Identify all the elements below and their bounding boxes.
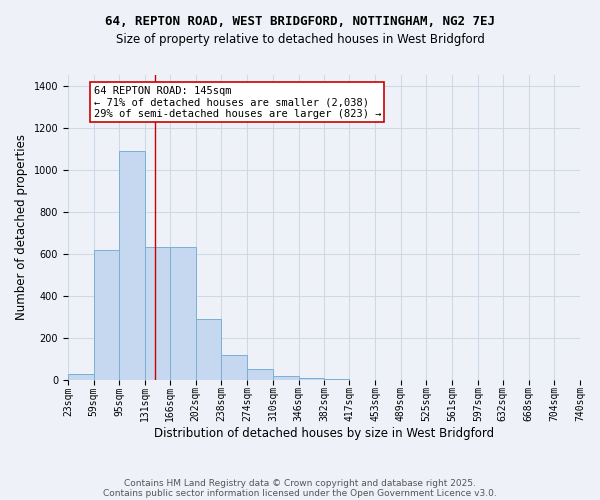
Bar — [145, 248, 170, 380]
Bar — [221, 354, 247, 380]
Text: Size of property relative to detached houses in West Bridgford: Size of property relative to detached ho… — [116, 32, 484, 46]
Text: 64, REPTON ROAD, WEST BRIDGFORD, NOTTINGHAM, NG2 7EJ: 64, REPTON ROAD, WEST BRIDGFORD, NOTTING… — [105, 15, 495, 28]
Y-axis label: Number of detached properties: Number of detached properties — [15, 134, 28, 320]
Text: Contains HM Land Registry data © Crown copyright and database right 2025.: Contains HM Land Registry data © Crown c… — [124, 478, 476, 488]
X-axis label: Distribution of detached houses by size in West Bridgford: Distribution of detached houses by size … — [154, 427, 494, 440]
Bar — [325, 379, 349, 380]
Bar — [196, 319, 221, 380]
Text: Contains public sector information licensed under the Open Government Licence v3: Contains public sector information licen… — [103, 488, 497, 498]
Text: 64 REPTON ROAD: 145sqm
← 71% of detached houses are smaller (2,038)
29% of semi-: 64 REPTON ROAD: 145sqm ← 71% of detached… — [94, 86, 381, 118]
Bar — [170, 248, 196, 380]
Bar — [119, 150, 145, 380]
Bar — [247, 370, 273, 380]
Bar — [94, 250, 119, 380]
Bar — [273, 376, 299, 380]
Bar — [68, 374, 94, 380]
Bar — [299, 378, 325, 380]
